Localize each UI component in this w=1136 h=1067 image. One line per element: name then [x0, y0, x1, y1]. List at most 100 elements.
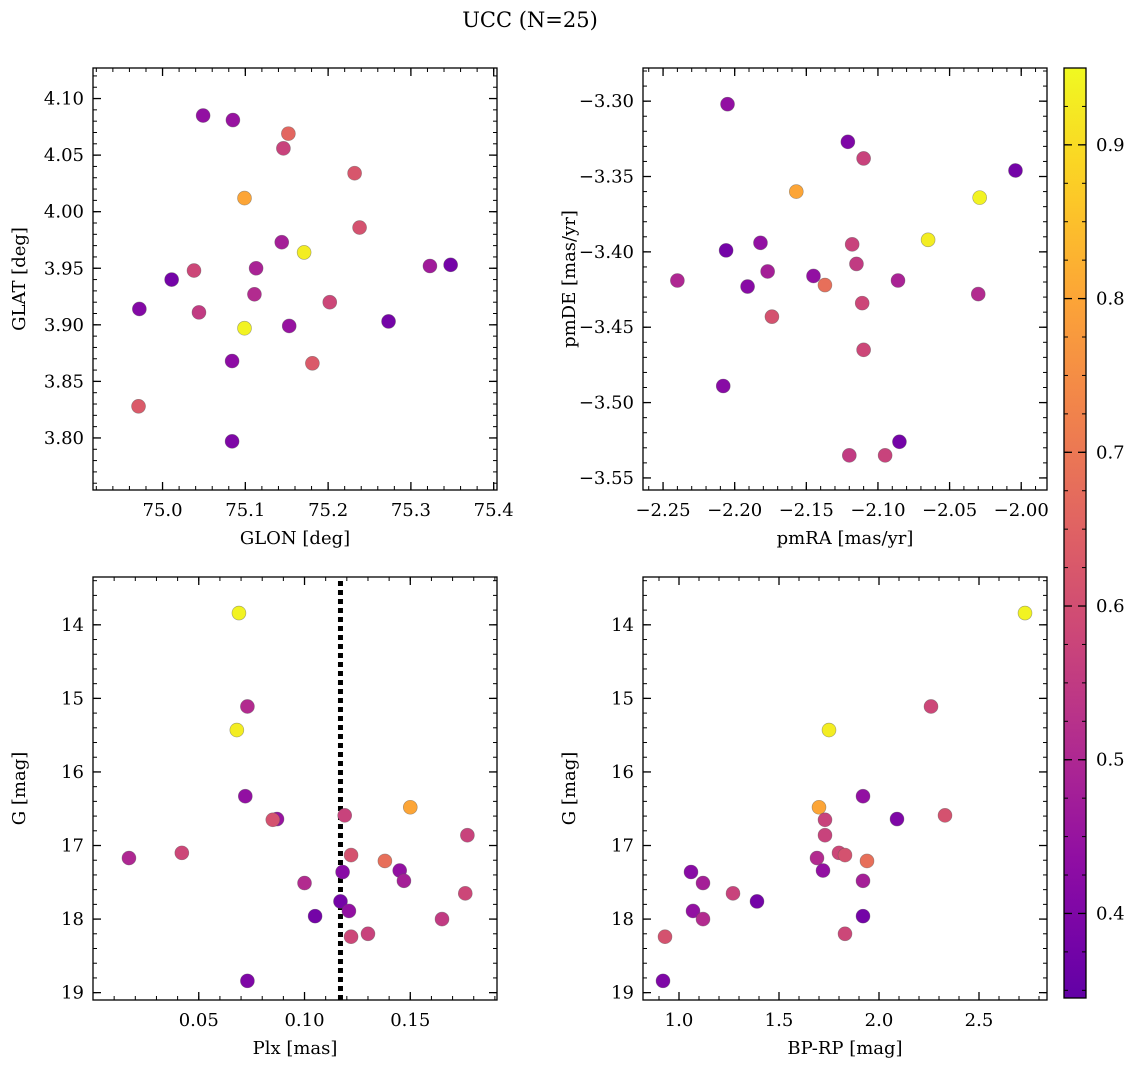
scatter-point	[892, 434, 907, 450]
colorbar-tick-label: 0.5	[1096, 750, 1125, 771]
scatter-point	[131, 398, 146, 414]
scatter-point	[749, 894, 765, 909]
x-tick-label: −2.20	[707, 500, 762, 521]
y-tick-label: 14	[611, 615, 634, 636]
scatter-point	[657, 929, 673, 945]
scatter-point	[837, 847, 853, 863]
scatter-point	[434, 911, 450, 927]
scatter-point	[281, 318, 297, 334]
x-axis-label: BP-RP [mag]	[787, 1038, 902, 1059]
scatter-point	[817, 812, 833, 828]
x-tick-label: −2.05	[922, 500, 977, 521]
scatter-point	[815, 863, 831, 878]
colorbar: 0.4 0.5 0.6 0.7 0.8 0.9	[1063, 67, 1125, 999]
data-points	[670, 96, 1023, 463]
scatter-point	[341, 903, 357, 919]
scatter-point	[764, 309, 780, 324]
scatter-point	[402, 799, 418, 815]
scatter-point	[343, 847, 359, 863]
x-axis-label: Plx [mas]	[253, 1038, 338, 1059]
scatter-point	[695, 875, 711, 891]
axes-frame	[642, 67, 1048, 491]
y-tick-label: 19	[611, 983, 634, 1004]
scatter-point	[274, 234, 290, 250]
scatter-point	[377, 853, 393, 869]
scatter-point	[240, 699, 255, 714]
scatter-point	[322, 294, 338, 310]
x-tick-label: 75.0	[143, 500, 183, 521]
axes-frame	[92, 67, 498, 491]
x-tick-label: 75.1	[225, 500, 265, 521]
colorbar-tick-label: 0.9	[1096, 135, 1125, 156]
scatter-point	[237, 190, 252, 206]
scatter-point	[655, 973, 671, 989]
scatter-point	[856, 342, 871, 358]
scatter-point	[237, 788, 253, 804]
scatter-point	[806, 268, 821, 284]
scatter-point	[132, 301, 147, 317]
scatter-point	[333, 894, 348, 909]
scatter-point	[670, 273, 685, 288]
scatter-point	[725, 886, 741, 901]
panels: 75.0 75.1 75.2 75.3 75.4 3.80 3.85 3.90 3.95 4.00…	[9, 67, 1049, 1059]
colorbar-tick-label: 0.7	[1096, 442, 1125, 463]
x-tick-label: −2.10	[850, 500, 905, 521]
x-tick-label: 75.4	[474, 500, 514, 521]
scatter-point	[972, 190, 987, 205]
y-tick-label: 15	[61, 688, 84, 709]
scatter-panel-3: 0.05 0.10 0.15 14 15 16 17 18 19 Plx [mas] G [mag]	[9, 576, 498, 1059]
scatter-point	[718, 243, 734, 258]
x-tick-label: −2.25	[635, 500, 690, 521]
y-tick-label: 18	[61, 909, 84, 930]
scatter-point	[841, 448, 857, 463]
scatter-point	[970, 286, 986, 302]
scatter-point	[281, 126, 296, 141]
x-tick-label: −2.15	[779, 500, 834, 521]
scatter-point	[237, 320, 252, 336]
axes-frame	[642, 576, 1048, 1001]
scatter-point	[890, 273, 906, 288]
y-tick-label: 14	[61, 615, 84, 636]
y-tick-label: −3.40	[579, 242, 634, 263]
y-axis-label: G [mag]	[559, 752, 580, 825]
scatter-point	[224, 434, 240, 449]
y-tick-label: −3.45	[579, 317, 634, 338]
scatter-point	[849, 256, 864, 272]
y-tick-label: 4.05	[44, 145, 84, 166]
y-tick-label: −3.50	[579, 393, 634, 414]
scatter-point	[343, 929, 359, 945]
colorbar-tick-label: 0.4	[1096, 903, 1125, 924]
colorbar-tick-label: 0.8	[1096, 289, 1125, 310]
axes-frame	[92, 576, 498, 1001]
y-tick-label: 16	[611, 762, 634, 783]
y-axis-label: G [mag]	[9, 752, 30, 825]
y-tick-label: 3.80	[44, 428, 84, 449]
figure-title: UCC (N=25)	[462, 8, 598, 32]
scatter-point	[855, 788, 871, 804]
scatter-point	[920, 232, 936, 248]
x-tick-label: 1.0	[665, 1010, 694, 1031]
scatter-point	[347, 165, 362, 181]
scatter-point	[720, 96, 735, 112]
y-tick-label: 19	[61, 983, 84, 1004]
scatter-point	[877, 448, 893, 463]
minor-ticks	[92, 577, 497, 1000]
scatter-point	[186, 263, 202, 278]
scatter-point	[276, 141, 291, 156]
x-tick-label: 0.05	[179, 1010, 219, 1031]
scatter-point	[817, 827, 833, 843]
x-tick-label: 2.5	[965, 1010, 994, 1031]
scatter-point	[335, 864, 350, 880]
x-tick-label: 0.10	[284, 1010, 324, 1031]
scatter-point	[855, 873, 871, 889]
scatter-point	[695, 911, 711, 927]
scatter-point	[352, 220, 367, 235]
scatter-point	[240, 973, 255, 989]
scatter-point	[923, 699, 939, 714]
x-tick-label: 75.3	[391, 500, 431, 521]
colorbar-frame	[1063, 67, 1087, 999]
colorbar-gradient	[1064, 68, 1086, 998]
scatter-point	[396, 873, 412, 889]
x-tick-label: 75.2	[308, 500, 348, 521]
